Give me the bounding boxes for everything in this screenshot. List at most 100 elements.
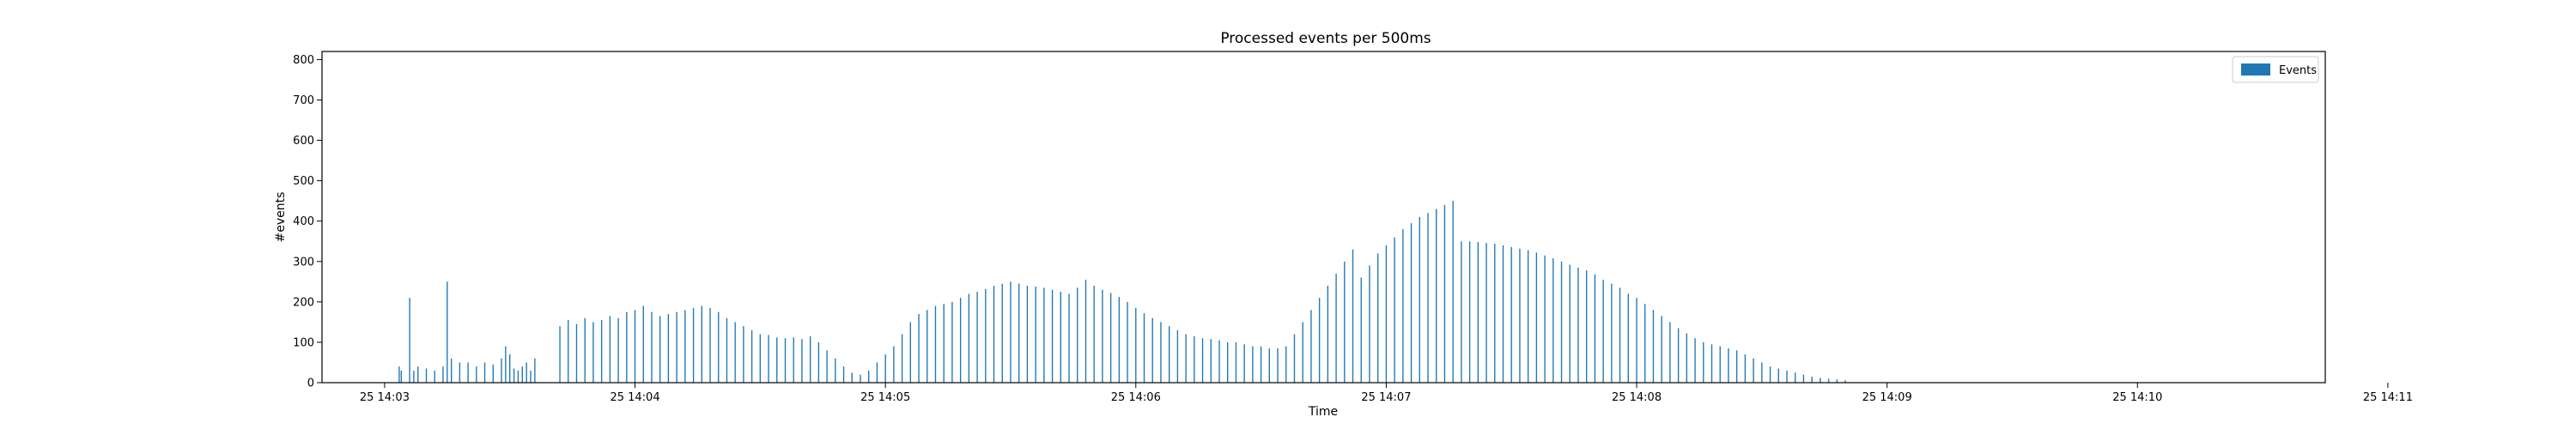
bar <box>1043 287 1045 383</box>
bar <box>1443 204 1446 383</box>
bar <box>1419 217 1420 383</box>
x-tick-label: 25 14:04 <box>610 391 659 404</box>
x-tick-label: 25 14:03 <box>360 391 410 404</box>
bar <box>492 364 494 383</box>
bar <box>909 322 911 383</box>
y-axis: 0 100 200 300 400 500 600 700 800 <box>293 54 322 390</box>
bar <box>1652 310 1655 383</box>
bar <box>1686 333 1688 383</box>
x-tick-label: 25 14:07 <box>1361 391 1411 404</box>
x-axis: 25 14:03 25 14:04 25 14:05 25 14:06 25 14:07… <box>360 383 2413 404</box>
bar <box>575 323 578 383</box>
bar <box>743 326 744 383</box>
bar <box>559 326 561 383</box>
bar <box>893 346 895 383</box>
bar <box>1560 261 1563 383</box>
bar <box>1068 293 1070 383</box>
bar <box>642 305 644 383</box>
x-tick-label: 25 14:06 <box>1111 391 1161 404</box>
bar <box>768 335 769 383</box>
bar <box>1502 245 1504 383</box>
bar <box>943 304 945 383</box>
bar <box>1084 279 1087 383</box>
bar <box>1035 286 1036 383</box>
bar <box>842 366 845 383</box>
bar <box>483 362 486 383</box>
bar <box>1468 241 1471 383</box>
bar <box>809 335 811 383</box>
bar <box>1611 283 1613 383</box>
x-axis-label: Time <box>1308 405 1338 419</box>
bar <box>509 354 511 383</box>
plot-frame <box>321 51 2326 384</box>
y-tick-label: 500 <box>293 175 314 188</box>
bar <box>801 339 803 383</box>
bar <box>592 322 594 383</box>
bar <box>1669 322 1671 383</box>
bar <box>1586 270 1588 383</box>
bar <box>505 346 507 383</box>
bar <box>1369 265 1370 383</box>
bar <box>1109 293 1112 383</box>
bar <box>409 298 410 383</box>
bar <box>750 329 753 383</box>
bar <box>1519 248 1521 383</box>
bar <box>1077 287 1078 383</box>
legend: Events <box>2232 56 2319 83</box>
bar <box>1093 286 1095 383</box>
bar <box>1811 376 1813 383</box>
bar <box>1018 283 1020 383</box>
y-tick-label: 700 <box>293 94 314 107</box>
bar <box>1227 341 1229 383</box>
bar <box>1402 229 1404 383</box>
x-tick-label: 25 14:05 <box>860 391 910 404</box>
y-tick-label: 800 <box>293 54 314 67</box>
bar <box>1010 281 1012 383</box>
bar <box>1569 264 1571 383</box>
bar <box>1344 261 1346 383</box>
bar <box>993 286 995 383</box>
bar <box>1769 366 1771 383</box>
bar <box>734 322 736 383</box>
bar <box>1452 201 1454 383</box>
bar <box>1410 223 1413 383</box>
bar <box>459 362 461 383</box>
bar <box>1836 379 1838 383</box>
y-tick-label: 100 <box>293 336 314 349</box>
bar <box>530 370 532 383</box>
bar <box>1744 354 1747 383</box>
y-axis-label: #events <box>274 192 288 243</box>
bar <box>1143 313 1145 383</box>
bar <box>1577 267 1579 383</box>
bar <box>1377 253 1379 383</box>
y-tick-label: 0 <box>307 378 314 390</box>
bar <box>1327 286 1329 383</box>
bar <box>759 334 762 383</box>
bar <box>1118 297 1121 383</box>
bar <box>884 354 886 383</box>
bar <box>1277 347 1279 383</box>
bar <box>534 358 536 383</box>
bar <box>1168 326 1170 383</box>
bar <box>417 366 419 383</box>
bar <box>1494 244 1496 383</box>
bar <box>1051 289 1054 383</box>
bar <box>398 366 400 383</box>
bar <box>1694 338 1696 383</box>
bar <box>659 316 661 383</box>
bar <box>476 366 477 383</box>
bar <box>934 305 937 383</box>
bar <box>876 362 878 383</box>
bar <box>851 372 853 383</box>
bar <box>425 368 428 383</box>
bar <box>1318 298 1321 383</box>
x-tick-label: 25 14:09 <box>1862 391 1912 404</box>
bar <box>1477 242 1479 383</box>
bar <box>692 307 695 383</box>
y-tick-label: 400 <box>293 215 314 228</box>
bar <box>1151 317 1153 383</box>
bar <box>976 292 978 383</box>
bar <box>918 313 920 383</box>
